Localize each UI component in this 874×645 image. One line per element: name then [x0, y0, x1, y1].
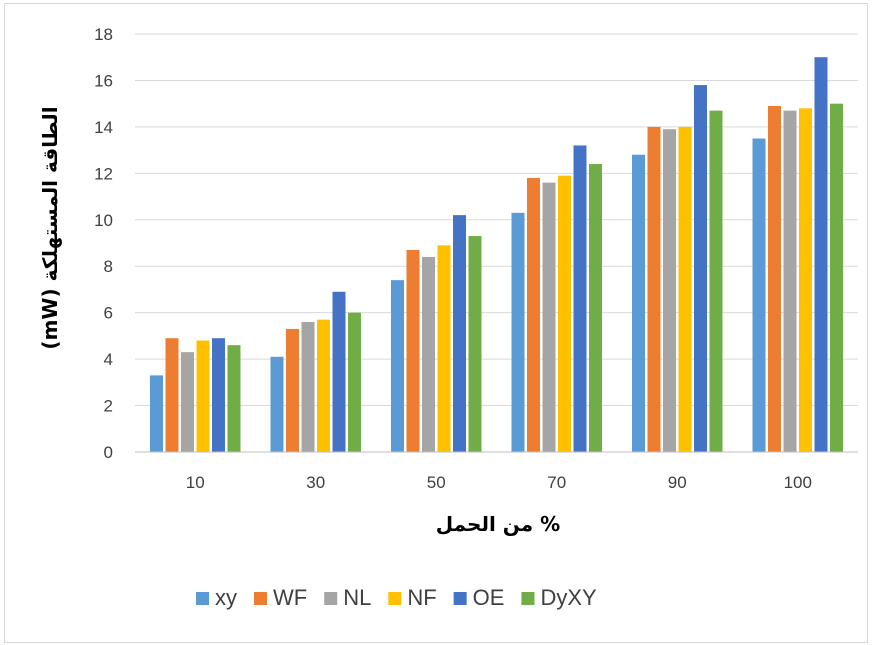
y-tick-label: 10 — [94, 211, 113, 230]
bar-nl-90 — [663, 129, 676, 452]
legend: xy WF NL NF OE DyXY — [196, 585, 597, 610]
bar-oe-70 — [573, 145, 587, 452]
legend-swatch — [521, 592, 535, 605]
bar-xy-30 — [270, 356, 284, 452]
bar-dyxy-90 — [709, 110, 723, 452]
x-tick-label: 50 — [427, 473, 446, 492]
bar-xy-10 — [150, 375, 163, 452]
bar-nf-50 — [437, 245, 451, 452]
bar-wf-10 — [165, 338, 179, 452]
bar-nl-70 — [542, 182, 556, 452]
bar-dyxy-70 — [589, 164, 602, 453]
bar-xy-100 — [752, 138, 766, 452]
bar-dyxy-30 — [348, 312, 361, 452]
bar-wf-70 — [527, 177, 540, 452]
bar-nf-90 — [678, 126, 692, 452]
bar-oe-100 — [814, 57, 828, 452]
legend-swatch — [453, 592, 467, 605]
bar-dyxy-50 — [468, 236, 482, 452]
y-tick-label: 12 — [94, 164, 113, 183]
legend-swatch — [388, 592, 402, 605]
y-tick-label: 0 — [104, 443, 113, 462]
y-tick-label: 16 — [94, 71, 113, 90]
bar-oe-50 — [453, 215, 466, 452]
bar-nf-30 — [317, 319, 330, 452]
y-tick-label: 14 — [94, 118, 113, 137]
bar-nf-100 — [799, 108, 812, 453]
bar-dyxy-10 — [227, 345, 241, 452]
legend-label: WF — [273, 585, 307, 610]
y-tick-label: 8 — [104, 257, 113, 276]
bar-wf-30 — [286, 328, 299, 452]
legend-swatch — [196, 592, 209, 605]
x-tick-label: 10 — [186, 473, 205, 492]
y-tick-label: 4 — [104, 350, 113, 369]
legend-label: NF — [407, 585, 436, 610]
bar-nf-70 — [558, 175, 571, 452]
bar-xy-70 — [511, 212, 525, 452]
legend-swatch — [254, 592, 267, 605]
x-tick-label: 100 — [784, 473, 812, 492]
x-tick-label: 70 — [547, 473, 566, 492]
legend-label: DyXY — [540, 585, 597, 610]
bar-xy-90 — [632, 154, 645, 452]
bar-nl-100 — [783, 110, 797, 452]
bar-xy-50 — [391, 280, 404, 452]
legend-label: OE — [473, 585, 505, 610]
bars — [150, 57, 843, 453]
y-axis-title: الطاقة المستهلكة (mW) — [38, 106, 62, 349]
bar-dyxy-100 — [830, 103, 843, 453]
bar-oe-10 — [212, 338, 225, 452]
bar-nl-50 — [422, 256, 435, 452]
bar-oe-90 — [694, 85, 707, 452]
bar-wf-100 — [768, 105, 781, 452]
bar-oe-30 — [332, 291, 346, 452]
chart-area: 0 2 4 6 8 10 12 14 16 18 10 30 50 70 90 100 الطاقة الم… — [4, 3, 868, 643]
x-tick-label: 30 — [306, 473, 325, 492]
gridlines — [135, 33, 858, 407]
bar-nl-30 — [301, 321, 315, 452]
bar-nl-10 — [181, 352, 194, 452]
x-tick-label: 90 — [668, 473, 687, 492]
y-tick-label: 2 — [104, 397, 113, 416]
y-tick-labels: 0 2 4 6 8 10 12 14 16 18 — [94, 25, 113, 462]
bar-wf-50 — [406, 249, 420, 452]
x-axis-title: % من الحمل — [436, 512, 560, 536]
y-tick-label: 6 — [104, 304, 113, 323]
legend-label: xy — [215, 585, 237, 610]
bar-wf-90 — [647, 126, 661, 452]
x-tick-labels: 10 30 50 70 90 100 — [186, 473, 812, 492]
legend-swatch — [324, 592, 338, 605]
y-tick-label: 18 — [94, 25, 113, 44]
bar-chart: 0 2 4 6 8 10 12 14 16 18 10 30 50 70 90 100 الطاقة الم… — [38, 25, 858, 610]
bar-nf-10 — [196, 340, 210, 452]
legend-label: NL — [343, 585, 371, 610]
